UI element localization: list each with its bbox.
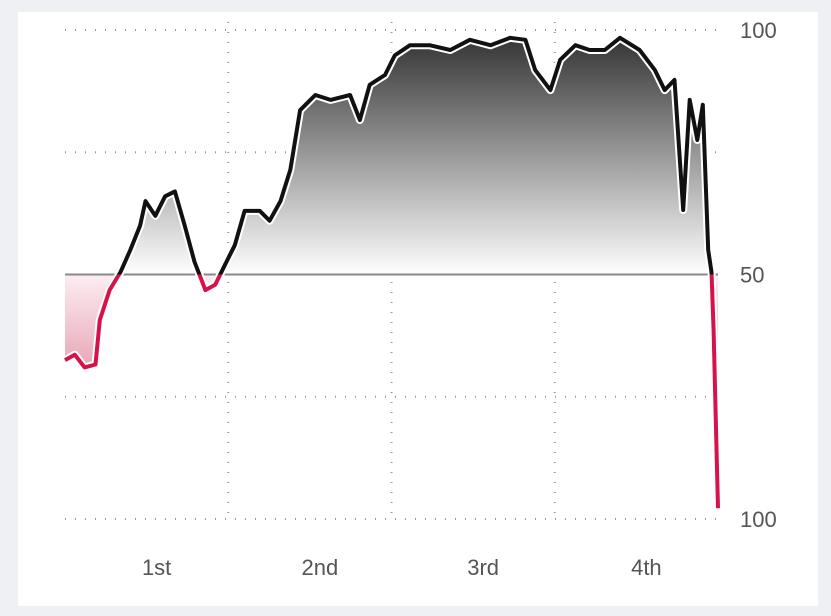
y-tick-label: 100 [740,507,777,532]
x-tick-label: 4th [631,555,662,580]
x-tick-label: 2nd [302,555,339,580]
line [64,35,720,509]
x-tick-label: 3rd [467,555,499,580]
area-fill [65,37,718,509]
y-tick-label: 100 [740,18,777,43]
x-tick-label: 1st [142,555,171,580]
y-tick-label: 50 [740,262,764,287]
